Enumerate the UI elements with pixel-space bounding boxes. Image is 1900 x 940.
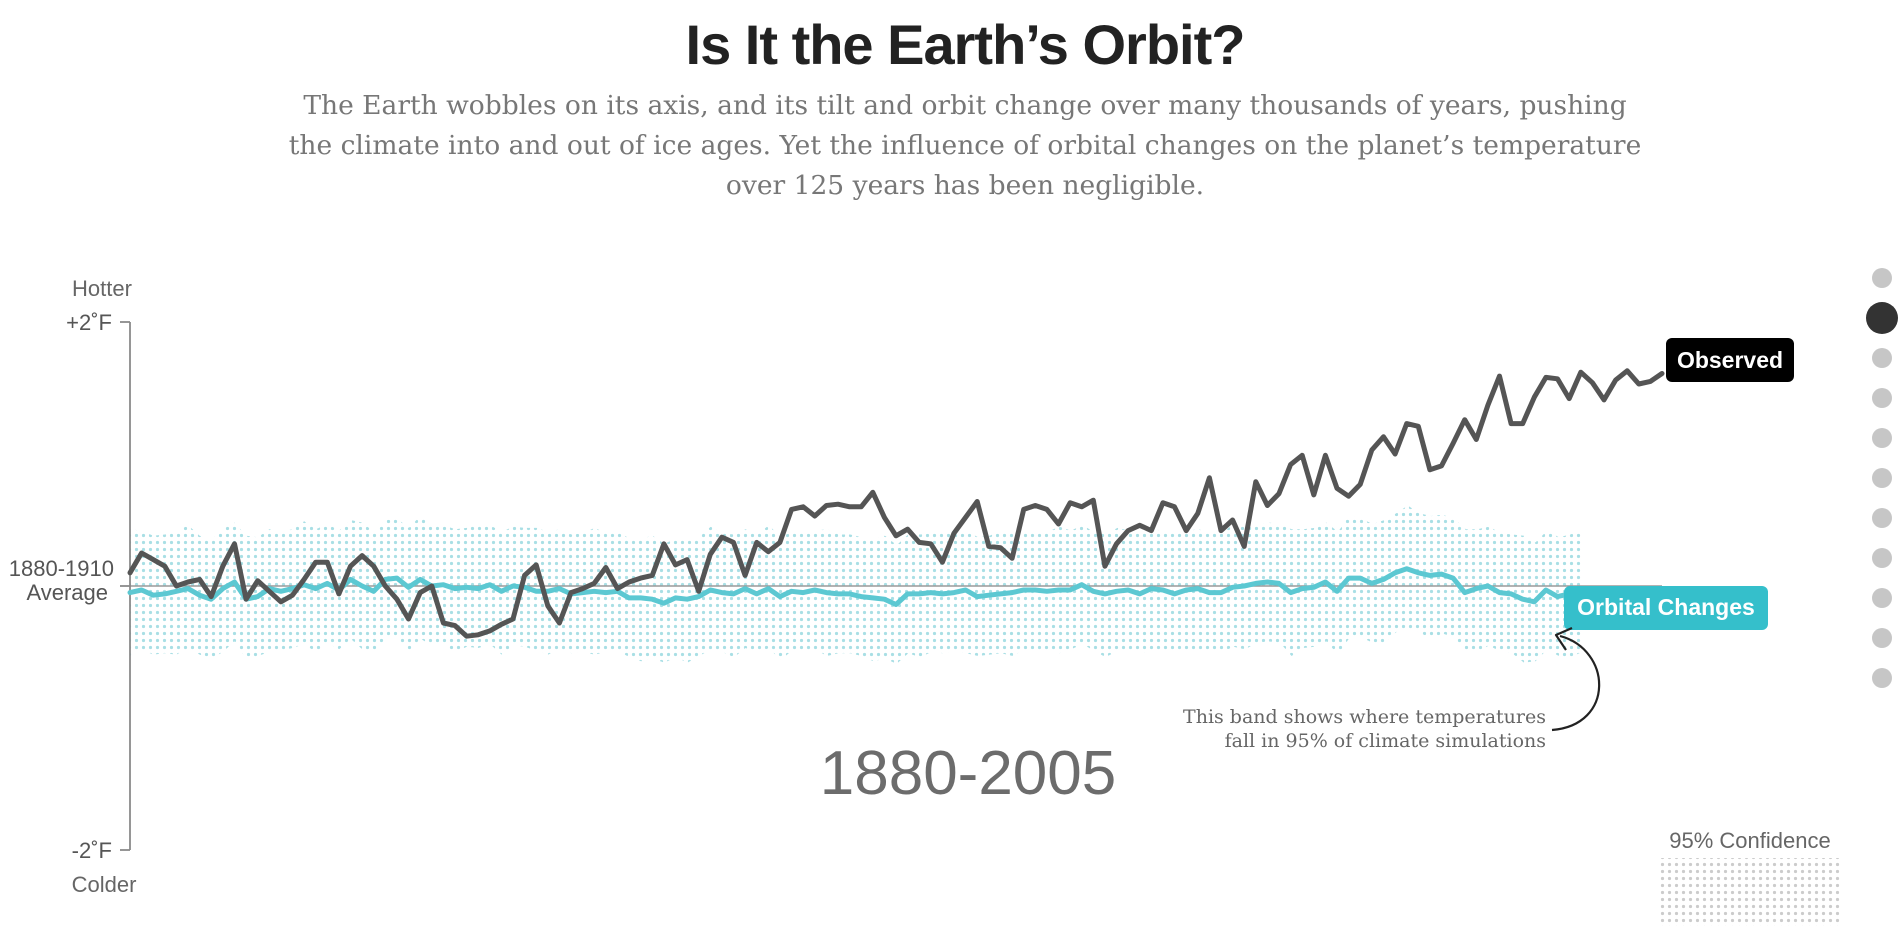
nav-dot-7[interactable]: [1872, 508, 1892, 528]
band-note-line-2: fall in 95% of climate simulations: [1225, 730, 1546, 752]
y-tick-label-top: +2˚F: [66, 310, 112, 335]
nav-dot-3[interactable]: [1872, 348, 1892, 368]
nav-dot-6[interactable]: [1872, 468, 1892, 488]
observed-label-box: [1666, 338, 1794, 382]
confidence-legend-title: 95% Confidence: [1669, 828, 1830, 853]
y-axis-caption-hotter: Hotter: [72, 276, 132, 301]
nav-dot-2[interactable]: [1866, 302, 1898, 334]
y-tick-label-bottom: -2˚F: [72, 838, 112, 863]
series-line-orbital-changes: [127, 566, 1584, 607]
nav-dot-10[interactable]: [1872, 628, 1892, 648]
y-tick-label-mid-2: Average: [26, 580, 108, 605]
series-line-observed: [127, 368, 1665, 639]
nav-dot-9[interactable]: [1872, 588, 1892, 608]
nav-dot-1[interactable]: [1872, 268, 1892, 288]
nav-dot-5[interactable]: [1872, 428, 1892, 448]
observed-label-text: Observed: [1677, 347, 1783, 373]
page-subtitle: The Earth wobbles on its axis, and its t…: [288, 90, 1642, 201]
orbital-changes-label: Orbital Changes: [1564, 586, 1768, 630]
observed-label: Observed: [1666, 338, 1794, 382]
nav-dot-4[interactable]: [1872, 388, 1892, 408]
y-axis-caption-colder: Colder: [72, 872, 137, 897]
confidence-legend: 95% Confidence: [1660, 828, 1842, 926]
confidence-band: [130, 505, 1582, 664]
band-note-arrow: [1551, 634, 1601, 732]
y-tick-label-mid-1: 1880-1910: [9, 556, 114, 581]
orbital-changes-label-text: Orbital Changes: [1577, 594, 1755, 620]
period-label: 1880-2005: [820, 739, 1117, 808]
band-note-arrowhead: [1554, 626, 1573, 651]
nav-dot-8[interactable]: [1872, 548, 1892, 568]
band-note-line-1: This band shows where temperatures: [1183, 706, 1546, 728]
orbital-changes-label-box: [1564, 586, 1768, 630]
page-title: Is It the Earth’s Orbit?: [685, 13, 1246, 76]
confidence-legend-swatch: [1660, 858, 1842, 926]
y-axis: Hotter +2˚F 1880-1910 Average -2˚F Colde…: [9, 276, 137, 897]
nav-dot-11[interactable]: [1872, 668, 1892, 688]
